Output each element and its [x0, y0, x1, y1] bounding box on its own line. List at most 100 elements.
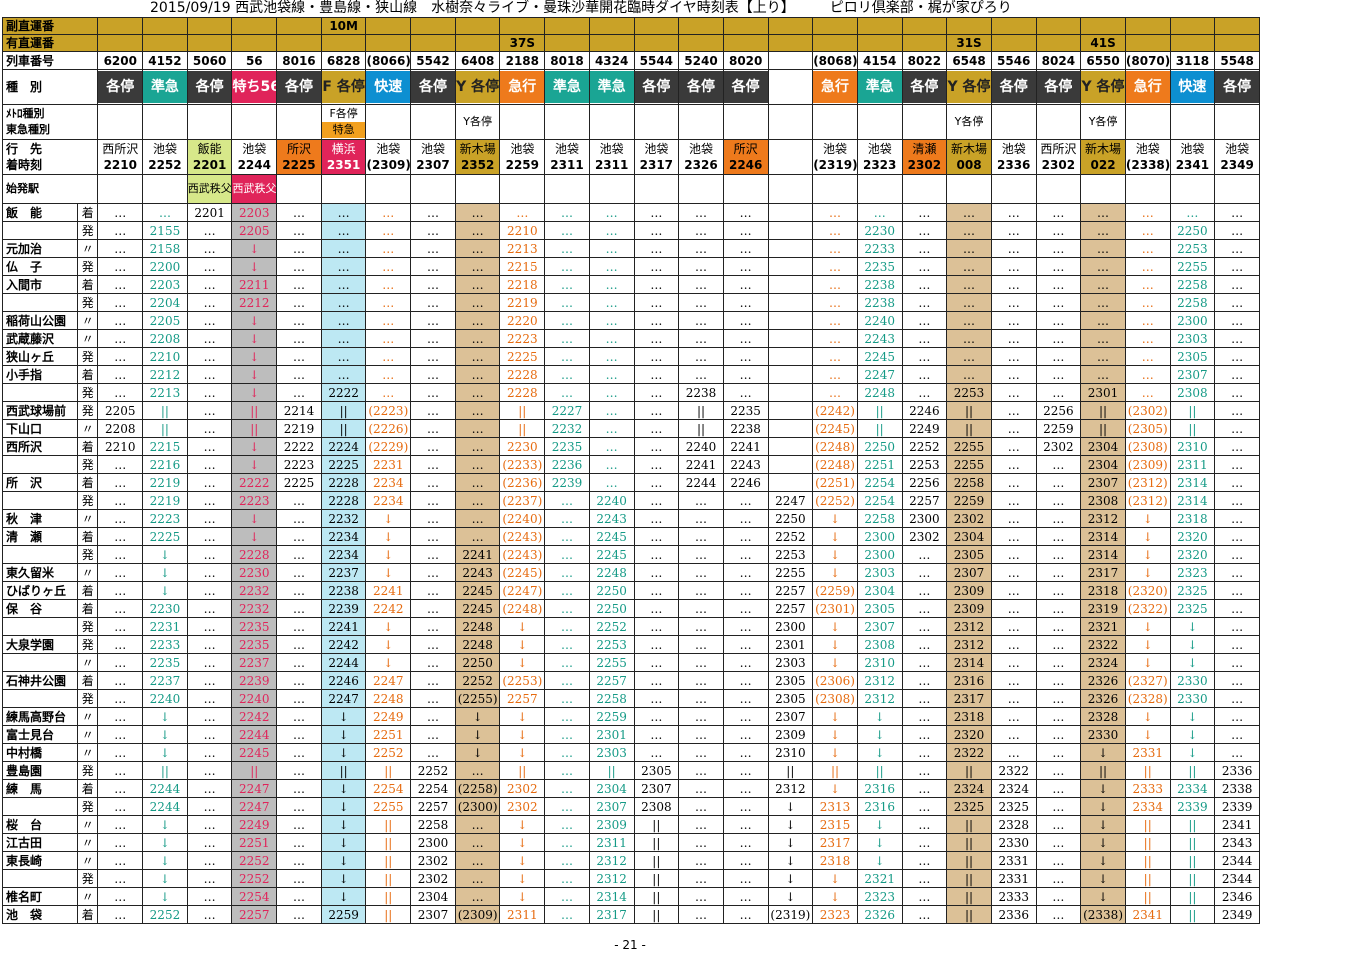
- yu-unban-cell: [365, 34, 412, 52]
- destination-cell: 池袋 (2319): [812, 139, 858, 175]
- time-cell: ↓: [320, 815, 367, 834]
- sub-unban-cell: [1035, 17, 1082, 35]
- time-cell: …: [410, 203, 456, 222]
- time-cell: …: [320, 293, 367, 312]
- time-cell: …: [678, 779, 724, 798]
- time-cell: 2246: [320, 671, 367, 690]
- time-cell: 2230: [499, 437, 546, 456]
- time-cell: …: [990, 455, 1037, 474]
- time-cell: …: [1035, 347, 1082, 366]
- time-cell: …: [678, 851, 724, 870]
- time-cell: …: [901, 851, 948, 870]
- time-cell: …: [990, 239, 1037, 258]
- arr-dep-marker: 〃: [77, 887, 99, 906]
- time-cell: 2321: [1080, 617, 1126, 636]
- time-cell: 2305: [633, 761, 680, 780]
- time-cell: …: [454, 815, 501, 834]
- time-cell: [767, 365, 814, 384]
- time-cell: 2259: [320, 905, 367, 924]
- time-cell: ↓: [320, 797, 367, 816]
- time-cell: ↓: [767, 887, 814, 906]
- time-cell: 2230: [856, 221, 903, 240]
- time-cell: 2314: [946, 653, 992, 672]
- time-cell: …: [499, 203, 546, 222]
- time-cell: …: [1124, 275, 1171, 294]
- destination-cell: 池袋 2307: [410, 139, 456, 175]
- time-cell: 2251: [231, 833, 278, 852]
- time-cell: 2312: [588, 869, 635, 888]
- time-cell: 2331: [990, 851, 1037, 870]
- train-number: 5542: [410, 51, 456, 70]
- time-cell: …: [678, 815, 724, 834]
- time-cell: (2259): [812, 581, 858, 600]
- time-cell: …: [186, 689, 233, 708]
- time-cell: …: [678, 671, 724, 690]
- time-cell: 2243: [856, 329, 903, 348]
- time-cell: …: [946, 329, 992, 348]
- destination: 池袋: [242, 142, 267, 156]
- station-name: 西所沢: [1, 437, 79, 456]
- time-cell: …: [454, 887, 501, 906]
- yu-unban-cell: [276, 34, 322, 52]
- time-cell: …: [454, 401, 501, 420]
- time-cell: …: [276, 545, 322, 564]
- time-cell: …: [276, 905, 322, 924]
- time-cell: …: [722, 563, 769, 582]
- origin-cell: [812, 174, 858, 204]
- time-cell: 2314: [1080, 527, 1126, 546]
- time-cell: …: [410, 743, 456, 762]
- time-cell: …: [544, 329, 590, 348]
- time-cell: ↓: [142, 887, 188, 906]
- destination-cell: 飯能 2201: [186, 139, 233, 175]
- time-cell: (2245): [812, 419, 858, 438]
- time-cell: …: [276, 815, 322, 834]
- time-cell: …: [186, 563, 233, 582]
- station-name: 小手指: [1, 365, 79, 384]
- time-cell: …: [678, 869, 724, 888]
- time-cell: …: [365, 257, 412, 276]
- time-cell: …: [722, 689, 769, 708]
- time-cell: …: [1214, 203, 1260, 222]
- time-cell: …: [1214, 635, 1260, 654]
- time-cell: ||: [1169, 851, 1216, 870]
- time-cell: ↓: [1169, 707, 1216, 726]
- time-cell: …: [1080, 365, 1126, 384]
- time-cell: 2333: [1124, 779, 1171, 798]
- time-cell: 2234: [365, 491, 412, 510]
- time-cell: ↓: [231, 509, 278, 528]
- time-cell: 2349: [1214, 905, 1260, 924]
- time-cell: …: [410, 401, 456, 420]
- time-cell: …: [633, 653, 680, 672]
- time-cell: …: [946, 221, 992, 240]
- destination-cell: [767, 139, 814, 175]
- destination: 新木場: [1085, 142, 1122, 156]
- time-cell: …: [276, 257, 322, 276]
- time-cell: ↓: [231, 257, 278, 276]
- origin-cell: 西武秩父 2115: [186, 174, 233, 204]
- time-cell: …: [410, 527, 456, 546]
- time-cell: 2341: [1124, 905, 1171, 924]
- time-cell: 2305: [1169, 347, 1216, 366]
- time-cell: …: [320, 311, 367, 330]
- time-cell: …: [1035, 725, 1082, 744]
- time-cell: ↓: [320, 869, 367, 888]
- sub-unban-cell: [544, 17, 590, 35]
- time-cell: (2252): [812, 491, 858, 510]
- time-cell: [767, 473, 814, 492]
- yu-unban-cell: [678, 34, 724, 52]
- time-cell: [767, 401, 814, 420]
- time-cell: …: [678, 491, 724, 510]
- train-type-badge: 各停: [992, 71, 1036, 103]
- time-cell: 2330: [1169, 689, 1216, 708]
- train-number: 6550: [1080, 51, 1126, 70]
- time-cell: 2318: [946, 707, 992, 726]
- time-cell: …: [722, 851, 769, 870]
- sub-unban-cell: [1124, 17, 1171, 35]
- destination-cell: 清瀬 2302: [901, 139, 948, 175]
- time-cell: 2322: [990, 761, 1037, 780]
- time-cell: …: [1035, 473, 1082, 492]
- metro-type-cell: [633, 104, 680, 140]
- time-cell: ↓: [812, 563, 858, 582]
- time-cell: ↓: [812, 743, 858, 762]
- time-cell: …: [722, 797, 769, 816]
